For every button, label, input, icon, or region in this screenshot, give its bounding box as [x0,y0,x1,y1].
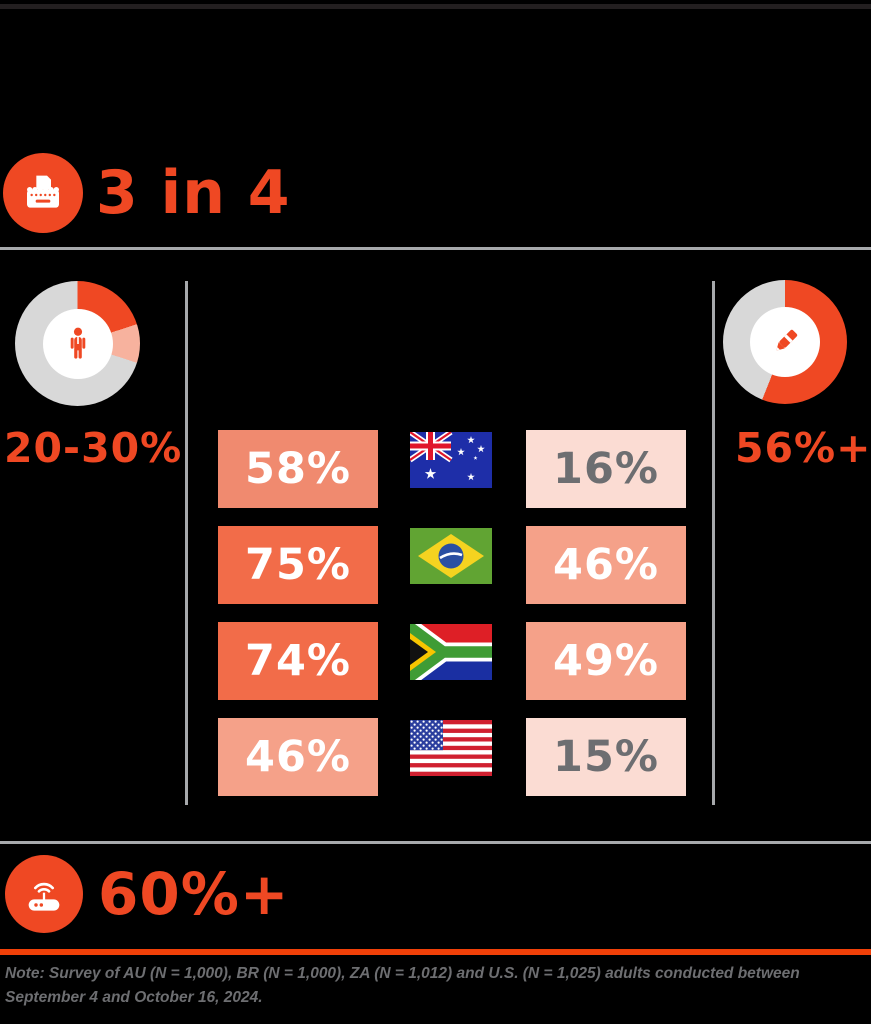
typewriter-icon [27,175,59,208]
table-row-brazil: 75% 46% [0,526,871,604]
stat-cell-right: 16% [526,430,686,508]
divider-bottom [0,841,871,844]
footer-stat: 60%+ [98,860,290,928]
stat-cell-right: 46% [526,526,686,604]
stat-cell-right: 49% [526,622,686,700]
pencil-icon [776,329,798,351]
us-flag [410,720,492,776]
right-donut-label: 56%+ [735,424,871,472]
left-donut-label: 20-30% [4,424,183,472]
stat-cell-right: 15% [526,718,686,796]
table-row-united-states: 46% 15% [0,718,871,796]
stat-cell-left: 75% [218,526,378,604]
divider-orange [0,949,871,955]
stat-cell-left: 58% [218,430,378,508]
right-donut-center [750,307,820,377]
typewriter-icon-badge [3,153,83,233]
australia-flag [410,432,492,488]
brazil-flag [410,528,492,584]
table-row-australia: 58% 16% [0,430,871,508]
left-donut-center [42,308,113,379]
table-row-south-africa: 74% 49% [0,622,871,700]
stat-cell-left: 74% [218,622,378,700]
router-icon [28,882,60,911]
divider-vertical-right [712,281,715,805]
divider-vertical-left [185,281,188,805]
header-stat: 3 in 4 [96,158,291,228]
survey-note: Note: Survey of AU (N = 1,000), BR (N = … [5,965,800,1006]
top-accent-bar [0,4,871,9]
divider-top [0,247,871,250]
person-icon [70,327,85,359]
right-donut-chart [723,280,847,404]
left-donut-chart [15,281,140,406]
router-icon-badge [5,855,83,933]
stat-cell-left: 46% [218,718,378,796]
south-africa-flag [410,624,492,680]
